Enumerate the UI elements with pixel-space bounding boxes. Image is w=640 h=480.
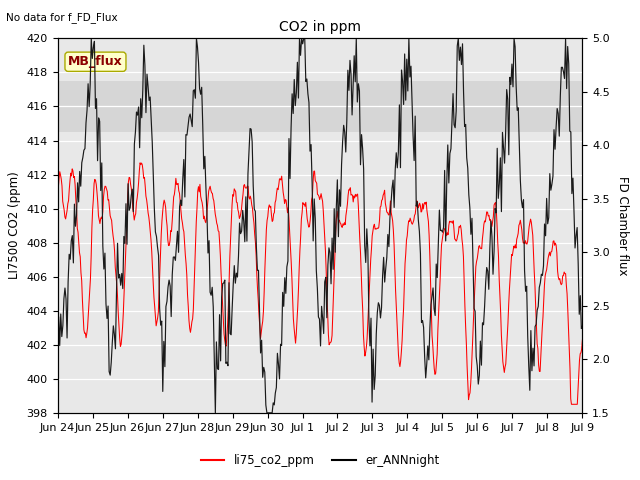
Y-axis label: LI7500 CO2 (ppm): LI7500 CO2 (ppm) xyxy=(8,172,21,279)
Title: CO2 in ppm: CO2 in ppm xyxy=(279,21,361,35)
Text: No data for f_FD_Flux: No data for f_FD_Flux xyxy=(6,12,118,23)
Text: MB_flux: MB_flux xyxy=(68,55,123,68)
Y-axis label: FD Chamber flux: FD Chamber flux xyxy=(616,176,629,276)
Bar xyxy=(58,81,582,132)
Legend: li75_co2_ppm, er_ANNnight: li75_co2_ppm, er_ANNnight xyxy=(196,449,444,472)
